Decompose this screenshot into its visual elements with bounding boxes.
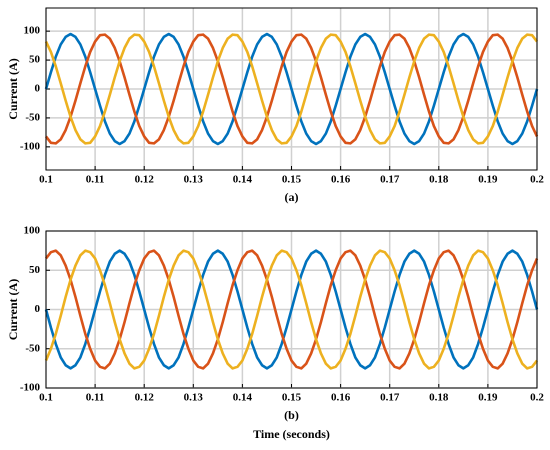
y-tick-label: -50 — [25, 342, 40, 354]
x-tick-label: 0.14 — [233, 174, 253, 186]
series-line — [44, 32, 539, 146]
series-line — [44, 33, 539, 145]
subplot: 0.1 0.11 0.12 0.13 0.14 0.15 0.16 0.17 0.18 0.19 0… — [6, 225, 545, 441]
x-tick-label: 0.17 — [380, 174, 400, 186]
y-tick-label: 0 — [35, 83, 41, 95]
series-line — [44, 33, 539, 145]
x-tick-label: 0.1 — [39, 174, 53, 186]
x-tick-label: 0.12 — [135, 174, 155, 186]
x-tick-label: 0.11 — [86, 174, 105, 186]
x-tick-label: 0.15 — [282, 174, 302, 186]
x-tick-label: 0.16 — [331, 174, 351, 186]
series-line — [44, 249, 539, 370]
axes-frame — [45, 230, 538, 389]
y-axis-label: Current (A) — [6, 58, 20, 119]
caption: (a) — [285, 190, 299, 204]
series-line — [44, 249, 539, 370]
x-tick-label: 0.16 — [331, 392, 351, 404]
y-axis-label: Current (A) — [6, 279, 20, 340]
x-tick-label: 0.17 — [380, 392, 400, 404]
x-tick-label: 0.18 — [429, 392, 449, 404]
y-tick-label: -100 — [20, 382, 41, 394]
x-tick-label: 0.2 — [530, 174, 544, 186]
x-tick-label: 0.11 — [86, 392, 105, 404]
y-tick-label: 100 — [24, 25, 41, 37]
y-tick-label: 100 — [24, 225, 41, 237]
x-tick-label: 0.1 — [39, 392, 53, 404]
x-tick-label: 0.18 — [429, 174, 449, 186]
y-tick-label: 50 — [29, 264, 41, 276]
x-tick-label: 0.15 — [282, 392, 302, 404]
x-axis-label: Time (seconds) — [253, 427, 330, 441]
x-tick-label: 0.13 — [184, 392, 204, 404]
axes-frame — [45, 7, 538, 171]
y-tick-label: 50 — [29, 54, 41, 66]
y-tick-label: -100 — [20, 140, 41, 152]
x-tick-label: 0.14 — [233, 392, 253, 404]
x-tick-label: 0.2 — [530, 392, 544, 404]
x-tick-label: 0.19 — [478, 174, 498, 186]
y-tick-label: -50 — [25, 111, 40, 123]
x-tick-label: 0.12 — [135, 392, 155, 404]
x-tick-label: 0.19 — [478, 392, 498, 404]
x-tick-label: 0.13 — [184, 174, 204, 186]
series-line — [44, 249, 539, 370]
caption: (b) — [284, 408, 299, 422]
y-tick-label: 0 — [35, 303, 41, 315]
subplot: 0.1 0.11 0.12 0.13 0.14 0.15 0.16 0.17 0.18 0.19 0… — [6, 7, 544, 204]
